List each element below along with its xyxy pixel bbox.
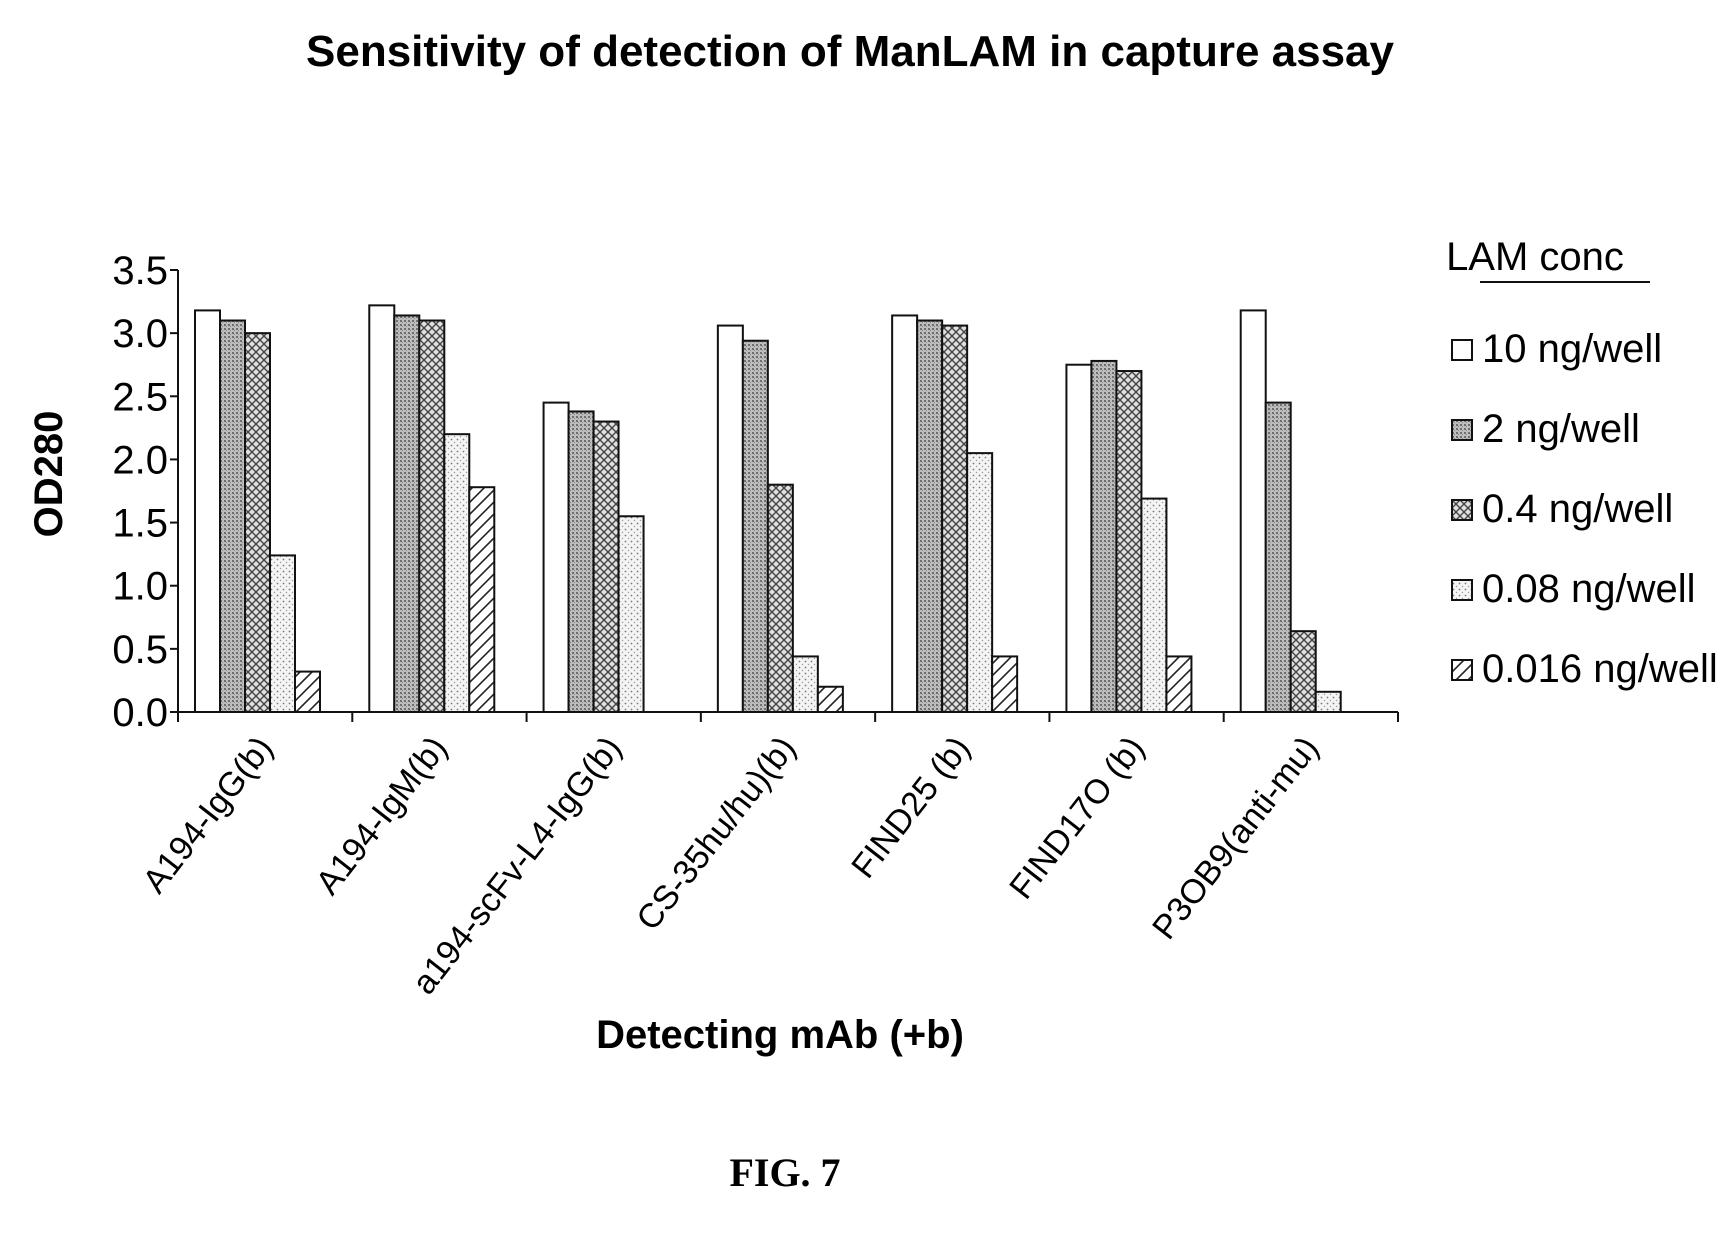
- x-category-label: P3OB9(anti-mu): [1145, 730, 1326, 947]
- x-category-label: A194-IgM(b): [309, 730, 455, 902]
- bar: [991, 655, 1019, 713]
- y-tick-label: 2.5: [112, 375, 168, 419]
- bar: [891, 314, 919, 713]
- x-category-label: CS-35hu/hu)(b): [629, 730, 803, 938]
- legend-entry-label: 2 ng/well: [1482, 407, 1640, 451]
- y-tick-label: 3.0: [112, 312, 168, 356]
- bar: [1090, 359, 1118, 713]
- legend-entry-label: 0.08 ng/well: [1482, 567, 1695, 611]
- plot-area: 0.0 0.5 1.0 1.5 2.0 2.5 3.0 3.5 A194-IgG(b) A194-…: [112, 249, 1399, 1002]
- x-category-label: FIND17O (b): [1002, 730, 1152, 907]
- y-tick-label: 3.5: [112, 249, 168, 293]
- y-tick-label: 1.5: [112, 502, 168, 546]
- bar: [1239, 309, 1267, 713]
- legend: LAM conc 10 ng/well 2 ng/well 0.4 ng/well 0…: [1446, 235, 1718, 691]
- y-tick-label: 0.0: [112, 691, 168, 735]
- bar: [542, 401, 570, 713]
- legend-swatch: [1451, 659, 1473, 681]
- bar: [617, 515, 645, 713]
- x-category-label: FIND25 (b): [844, 730, 977, 886]
- bar: [368, 304, 396, 713]
- bar: [1289, 630, 1317, 713]
- x-axis-label: Detecting mAb (+b): [596, 1013, 964, 1057]
- legend-entry-label: 10 ng/well: [1482, 327, 1662, 371]
- x-category-label: A194-IgG(b): [135, 730, 280, 901]
- y-tick-label: 0.5: [112, 628, 168, 672]
- bar: [393, 314, 421, 713]
- bar: [269, 554, 296, 713]
- legend-swatch: [1451, 419, 1473, 441]
- legend-entry-label: 0.016 ng/well: [1482, 647, 1718, 691]
- legend-title: LAM conc: [1446, 235, 1624, 279]
- legend-swatch: [1451, 339, 1473, 361]
- bar: [791, 655, 819, 713]
- bar: [194, 309, 221, 713]
- bar: [443, 433, 471, 713]
- bar: [916, 319, 944, 713]
- bar: [1264, 401, 1292, 713]
- legend-entry-label: 0.4 ng/well: [1482, 487, 1673, 531]
- bar: [716, 324, 744, 713]
- bar: [966, 452, 994, 713]
- bar: [941, 324, 969, 713]
- bar: [1165, 655, 1193, 713]
- bar: [741, 339, 769, 713]
- bar: [592, 420, 620, 713]
- bar: [1065, 363, 1093, 713]
- bar: [294, 670, 321, 713]
- bar: [468, 486, 496, 713]
- chart-title: Sensitivity of detection of ManLAM in ca…: [306, 27, 1395, 76]
- bar: [1140, 497, 1168, 713]
- bar: [816, 685, 844, 714]
- legend-swatch: [1451, 499, 1473, 521]
- bar: [567, 410, 595, 713]
- y-axis-label: OD280: [27, 411, 71, 538]
- legend-swatch: [1451, 579, 1473, 601]
- bar: [766, 483, 794, 713]
- bar: [244, 332, 271, 713]
- y-tick-label: 1.0: [112, 565, 168, 609]
- bar: [1314, 690, 1342, 714]
- bar: [1115, 370, 1143, 713]
- bar: [219, 319, 246, 713]
- figure-label: FIG. 7: [729, 1150, 840, 1195]
- y-tick-label: 2.0: [112, 438, 168, 482]
- bar: [418, 319, 446, 713]
